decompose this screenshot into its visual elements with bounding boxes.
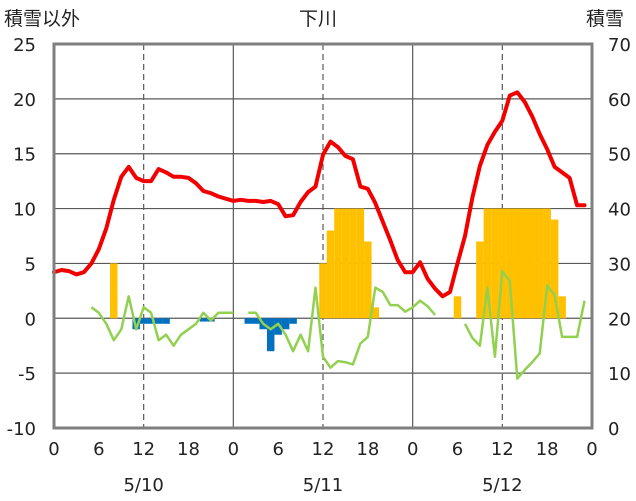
precip-bar-orange — [341, 208, 350, 319]
precip-bar-orange — [326, 230, 335, 319]
x-hour-tick-label: 12 — [491, 439, 514, 460]
precip-bar-orange — [528, 208, 536, 319]
precip-bar-orange — [453, 296, 462, 319]
precip-bar-blue — [199, 318, 208, 322]
precip-bar-orange — [498, 208, 507, 319]
y-right-tick-label: 10 — [608, 364, 631, 385]
y-right-tick-label: 50 — [608, 145, 631, 166]
y-right-tick-label: 40 — [608, 200, 631, 221]
x-hour-tick-label: 12 — [132, 439, 155, 460]
precip-bar-orange — [371, 307, 380, 319]
precip-bar-orange — [356, 208, 365, 319]
precip-bar-blue — [266, 318, 275, 352]
y-left-tick-label: 15 — [13, 145, 36, 166]
precip-bar-blue — [289, 318, 297, 324]
x-date-label: 5/12 — [482, 475, 522, 496]
y-right-tick-label: 0 — [608, 419, 619, 440]
green-series-line — [248, 286, 437, 369]
y-left-tick-label: 20 — [13, 90, 36, 111]
y-right-axis-title: 積雪 — [586, 8, 625, 30]
precip-bar-blue — [154, 318, 163, 324]
x-hour-tick-label: 18 — [177, 439, 200, 460]
precip-bar-orange — [558, 296, 566, 319]
precip-bar-orange — [550, 219, 559, 319]
x-hour-tick-label: 0 — [228, 439, 239, 460]
series-lines — [52, 90, 587, 380]
precip-bar-blue — [147, 318, 155, 324]
y-left-tick-label: 10 — [13, 200, 36, 221]
x-hour-tick-label: 6 — [93, 439, 104, 460]
precip-bar-orange — [535, 208, 544, 319]
precip-bar-blue — [252, 318, 260, 324]
precip-bar-orange — [483, 208, 492, 319]
precip-bar-orange — [364, 241, 372, 319]
precip-bar-orange — [543, 208, 551, 319]
chart-title: 下川 — [299, 8, 338, 30]
green-series-line — [463, 269, 586, 380]
precip-bar-blue — [244, 318, 253, 324]
x-hour-tick-label: 18 — [356, 439, 379, 460]
precip-bar-orange — [506, 208, 514, 319]
precip-bar-orange — [334, 208, 342, 319]
precip-bars — [110, 208, 566, 352]
precip-bar-orange — [491, 208, 499, 319]
y-right-tick-label: 20 — [608, 309, 631, 330]
x-date-label: 5/11 — [303, 475, 343, 496]
precip-bar-orange — [513, 208, 522, 319]
x-hour-tick-label: 0 — [586, 439, 597, 460]
y-right-tick-label: 70 — [608, 35, 631, 56]
precip-bar-blue — [281, 318, 290, 330]
x-hour-tick-label: 12 — [312, 439, 335, 460]
green-series-line — [90, 295, 234, 347]
y-left-tick-label: 25 — [13, 35, 36, 56]
x-hour-tick-label: 0 — [407, 439, 418, 460]
y-left-tick-label: -5 — [18, 364, 36, 385]
precip-bar-blue — [274, 318, 282, 335]
temperature-line — [52, 90, 587, 299]
precip-bar-blue — [162, 318, 170, 324]
y-left-tick-label: 0 — [25, 309, 36, 330]
y-left-tick-label: 5 — [25, 254, 36, 275]
y-right-tick-label: 30 — [608, 254, 631, 275]
precip-bar-orange — [319, 263, 327, 319]
x-hour-tick-label: 0 — [48, 439, 59, 460]
x-hour-tick-label: 6 — [272, 439, 283, 460]
precip-bar-blue — [139, 318, 148, 324]
x-hour-tick-label: 6 — [452, 439, 463, 460]
x-hour-tick-label: 18 — [536, 439, 559, 460]
y-left-tick-label: -10 — [7, 419, 36, 440]
precip-bar-orange — [521, 208, 529, 319]
precip-bar-orange — [476, 241, 484, 319]
precip-bar-orange — [349, 208, 357, 319]
y-right-tick-label: 60 — [608, 90, 631, 111]
y-left-axis-title: 積雪以外 — [4, 8, 81, 30]
plot-frame — [52, 42, 594, 430]
precip-bar-orange — [110, 263, 118, 319]
x-date-label: 5/10 — [123, 475, 163, 496]
